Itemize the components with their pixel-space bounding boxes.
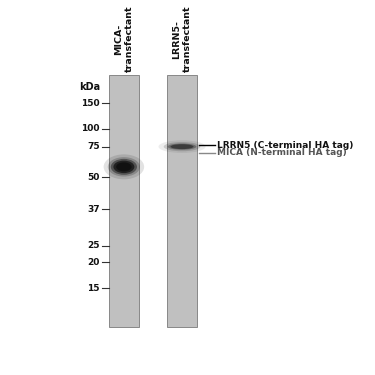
Ellipse shape <box>159 140 206 153</box>
Text: 37: 37 <box>87 204 100 213</box>
Text: 15: 15 <box>87 284 100 292</box>
Bar <box>109 75 139 327</box>
Ellipse shape <box>168 144 196 150</box>
Text: MICA-
transfectant: MICA- transfectant <box>114 6 134 72</box>
Text: MICA (N-terminal HA tag): MICA (N-terminal HA tag) <box>217 148 346 158</box>
Text: 20: 20 <box>87 258 100 267</box>
Text: 100: 100 <box>81 124 100 133</box>
Ellipse shape <box>111 159 137 175</box>
Ellipse shape <box>171 144 194 149</box>
Ellipse shape <box>108 157 140 177</box>
Text: 150: 150 <box>81 99 100 108</box>
Ellipse shape <box>104 154 144 179</box>
Text: 50: 50 <box>87 173 100 182</box>
Text: 25: 25 <box>87 241 100 250</box>
Text: kDa: kDa <box>79 82 100 92</box>
Text: 75: 75 <box>87 142 100 151</box>
Ellipse shape <box>164 142 200 151</box>
Bar <box>167 75 197 327</box>
Text: LRRN5 (C-terminal HA tag): LRRN5 (C-terminal HA tag) <box>217 141 353 150</box>
Ellipse shape <box>116 162 132 171</box>
Text: LRRN5-
transfectant: LRRN5- transfectant <box>172 6 192 72</box>
Ellipse shape <box>113 160 134 173</box>
